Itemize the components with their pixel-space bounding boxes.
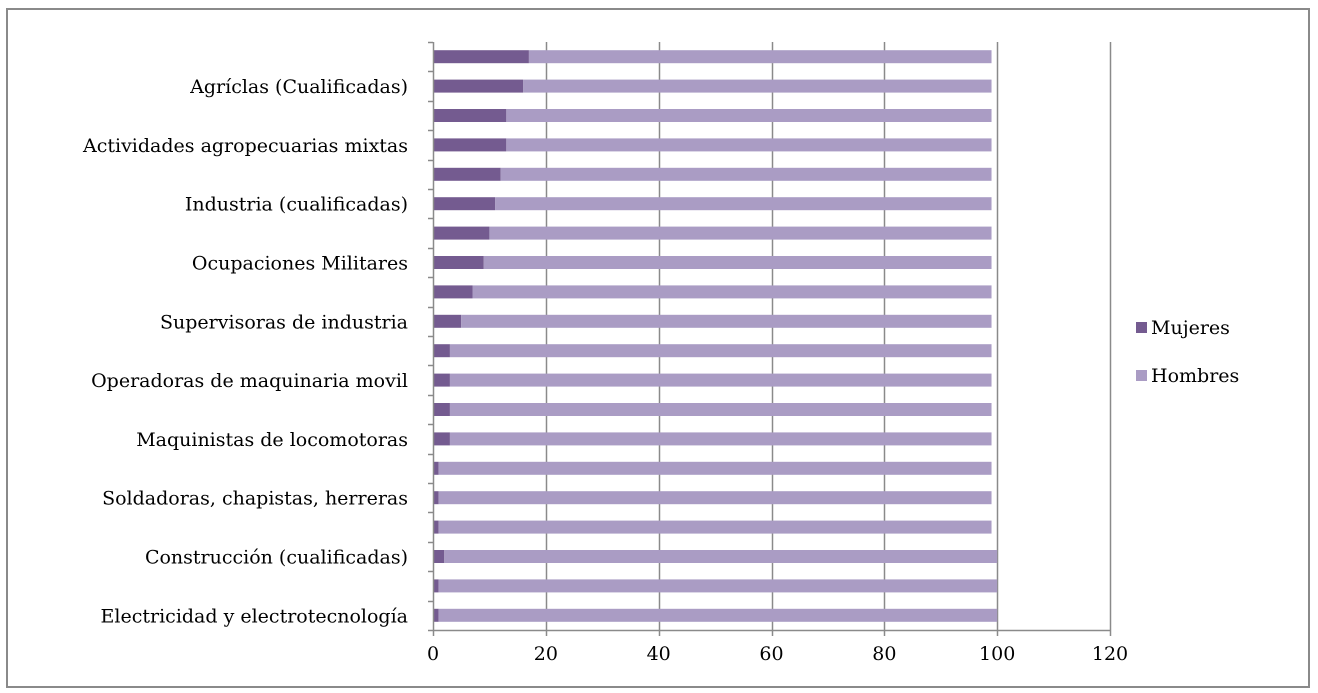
legend-label-hombres: Hombres xyxy=(1151,365,1239,387)
bar-mujeres-15 xyxy=(433,491,439,505)
legend-label-mujeres: Mujeres xyxy=(1151,317,1230,339)
x-tick-label-0: 0 xyxy=(427,643,439,665)
bar-hombres-14 xyxy=(438,461,992,475)
bar-hombres-11 xyxy=(449,373,992,387)
bar-mujeres-4 xyxy=(433,167,501,181)
bar-hombres-18 xyxy=(438,579,998,593)
gridlines xyxy=(545,42,1112,630)
category-label-13: Maquinistas de locomotoras xyxy=(136,429,408,451)
bar-mujeres-8 xyxy=(433,285,473,299)
bar-hombres-9 xyxy=(461,314,992,328)
axes xyxy=(428,41,1112,636)
bar-mujeres-3 xyxy=(433,138,507,152)
bar-hombres-1 xyxy=(523,79,992,93)
bar-mujeres-6 xyxy=(433,226,490,240)
bar-mujeres-16 xyxy=(433,520,439,534)
bar-hombres-16 xyxy=(438,520,992,534)
bar-hombres-12 xyxy=(449,403,992,416)
bar-hombres-4 xyxy=(500,167,992,181)
x-tick-labels: 0 20 40 60 80 100 120 xyxy=(427,643,1128,665)
category-label-11: Operadoras de maquinaria movil xyxy=(91,370,408,392)
x-tick-label-40: 40 xyxy=(647,643,671,665)
x-tick-label-60: 60 xyxy=(759,643,783,665)
category-label-17: Construcción (cualificadas) xyxy=(145,547,408,569)
category-label-9: Supervisoras de industria xyxy=(160,311,408,333)
x-tick-label-20: 20 xyxy=(534,643,558,665)
x-tick-label-80: 80 xyxy=(872,643,896,665)
bar-hombres-7 xyxy=(483,256,992,269)
bar-hombres-8 xyxy=(472,285,992,299)
x-tick-label-120: 120 xyxy=(1092,643,1128,665)
bar-mujeres-17 xyxy=(433,550,445,563)
bar-hombres-5 xyxy=(495,197,992,211)
x-tick-label-100: 100 xyxy=(979,643,1015,665)
bar-mujeres-11 xyxy=(433,373,450,387)
category-label-3: Actividades agropecuarias mixtas xyxy=(82,135,408,157)
legend: Mujeres Hombres xyxy=(1136,317,1239,387)
bar-mujeres-5 xyxy=(433,197,496,211)
bar-mujeres-18 xyxy=(433,579,439,593)
bar-hombres-0 xyxy=(528,50,992,64)
legend-swatch-hombres xyxy=(1136,370,1147,381)
bar-mujeres-10 xyxy=(433,344,450,358)
bar-hombres-17 xyxy=(444,550,998,563)
category-label-15: Soldadoras, chapistas, herreras xyxy=(102,488,408,510)
bar-mujeres-7 xyxy=(433,256,484,269)
bar-hombres-3 xyxy=(506,138,992,152)
legend-swatch-mujeres xyxy=(1136,322,1147,333)
bar-hombres-10 xyxy=(449,344,992,358)
bar-hombres-6 xyxy=(489,226,992,240)
bar-mujeres-12 xyxy=(433,403,450,416)
bar-mujeres-9 xyxy=(433,314,462,328)
bar-hombres-13 xyxy=(449,432,992,446)
bar-mujeres-2 xyxy=(433,109,507,122)
category-label-7: Ocupaciones Militares xyxy=(192,253,408,275)
bar-hombres-2 xyxy=(506,109,992,122)
bar-mujeres-1 xyxy=(433,79,524,93)
bar-hombres-15 xyxy=(438,491,992,505)
bar-mujeres-13 xyxy=(433,432,450,446)
bar-mujeres-0 xyxy=(433,50,529,64)
category-label-5: Industria (cualificadas) xyxy=(185,194,408,216)
bar-hombres-19 xyxy=(438,608,998,622)
bar-mujeres-19 xyxy=(433,608,439,622)
bars xyxy=(433,50,998,622)
category-label-19: Electricidad y electrotecnología xyxy=(101,605,408,627)
category-labels: Agríclas (Cualificadas) Actividades agrop… xyxy=(82,76,408,627)
category-label-1: Agríclas (Cualificadas) xyxy=(189,76,408,98)
bar-mujeres-14 xyxy=(433,461,439,475)
